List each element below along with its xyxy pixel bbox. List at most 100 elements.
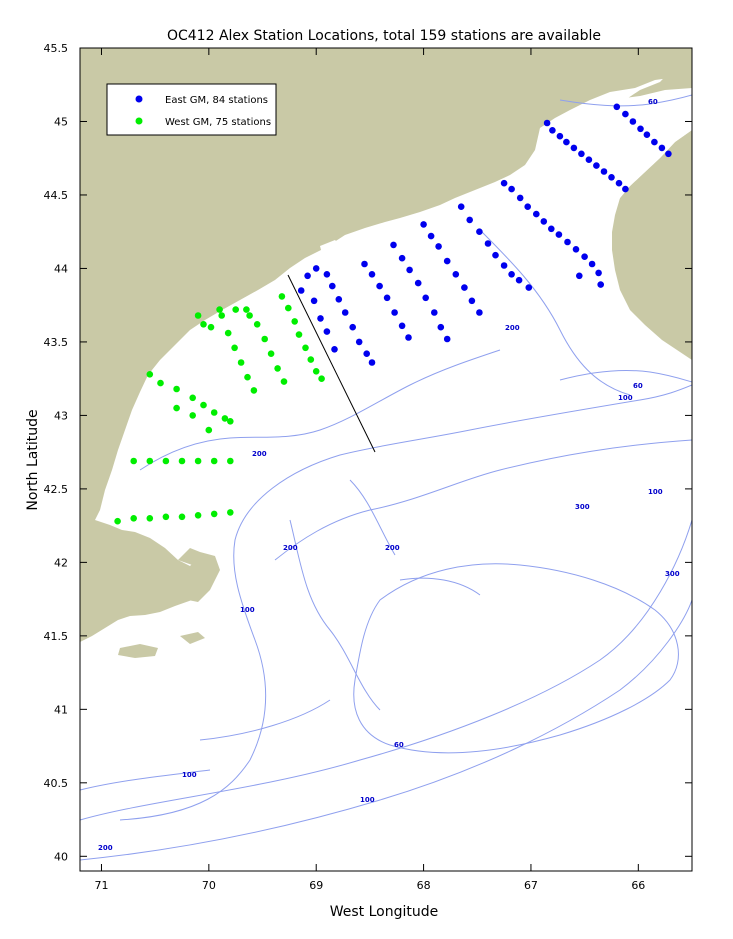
station-point-east bbox=[600, 168, 608, 175]
transect-line bbox=[287, 274, 376, 453]
station-point-west bbox=[267, 350, 275, 358]
station-point-west bbox=[205, 426, 213, 434]
station-point-east bbox=[406, 266, 413, 274]
x-tick-label: 70 bbox=[202, 879, 216, 892]
contour-label: 60 bbox=[394, 741, 404, 749]
station-point-east bbox=[457, 203, 465, 210]
contour-label: 200 bbox=[283, 544, 298, 552]
station-point-east bbox=[484, 240, 492, 247]
y-axis-title: North Latitude bbox=[25, 409, 41, 510]
land-nova-scotia bbox=[612, 130, 692, 360]
station-point-west bbox=[302, 344, 309, 352]
bathymetry-contours bbox=[80, 94, 692, 861]
y-tick-label: 41 bbox=[54, 703, 68, 716]
y-tick-label: 43.5 bbox=[44, 336, 69, 349]
station-point-west bbox=[146, 515, 154, 522]
contour-line bbox=[399, 577, 481, 596]
contour-line bbox=[80, 599, 692, 861]
contour-label: 100 bbox=[360, 796, 375, 804]
station-point-east bbox=[658, 144, 666, 152]
station-point-west bbox=[207, 323, 215, 331]
y-tick-label: 40.5 bbox=[44, 777, 69, 790]
station-point-east bbox=[508, 271, 515, 278]
contour-label: 200 bbox=[98, 844, 113, 852]
station-point-east bbox=[637, 125, 644, 133]
station-point-east bbox=[515, 276, 523, 284]
station-point-west bbox=[178, 457, 186, 465]
station-point-east bbox=[476, 228, 483, 235]
contour-line bbox=[80, 519, 692, 821]
station-point-east bbox=[329, 282, 336, 290]
contour-line bbox=[80, 769, 211, 791]
station-point-east bbox=[564, 238, 571, 246]
station-point-east bbox=[595, 269, 602, 277]
station-point-east bbox=[461, 284, 468, 291]
station-point-west bbox=[231, 344, 238, 352]
x-tick-label: 67 bbox=[524, 879, 538, 892]
station-point-west bbox=[130, 457, 137, 465]
station-point-east bbox=[476, 309, 483, 316]
y-tick-label: 42 bbox=[54, 556, 68, 569]
station-point-east bbox=[422, 294, 430, 302]
station-point-west bbox=[246, 312, 253, 319]
legend-label-east: East GM, 84 stations bbox=[165, 95, 268, 106]
station-point-east bbox=[420, 221, 427, 228]
station-point-west bbox=[189, 394, 196, 402]
station-point-east bbox=[435, 243, 442, 250]
contour-line bbox=[559, 369, 692, 383]
y-tick-label: 42.5 bbox=[44, 483, 69, 496]
legend-marker-west bbox=[135, 117, 143, 125]
station-point-west bbox=[210, 457, 218, 465]
station-point-east bbox=[570, 144, 578, 152]
land-marthas-vineyard bbox=[118, 644, 158, 658]
station-point-west bbox=[194, 512, 202, 519]
contour-line bbox=[274, 439, 692, 561]
contour-line bbox=[289, 519, 381, 711]
contour-label: 60 bbox=[633, 382, 643, 390]
station-point-west bbox=[173, 385, 180, 393]
chart-title: OC412 Alex Station Locations, total 159 … bbox=[167, 28, 601, 44]
station-point-east bbox=[615, 179, 623, 187]
x-axis-title: West Longitude bbox=[330, 904, 439, 920]
station-point-east bbox=[383, 294, 391, 302]
plot-frame bbox=[79, 47, 693, 872]
station-point-east bbox=[297, 287, 305, 294]
contour-label: 100 bbox=[648, 488, 663, 496]
station-point-west bbox=[243, 306, 250, 313]
station-point-west bbox=[146, 371, 154, 378]
x-tick-label: 69 bbox=[309, 879, 323, 892]
legend-marker-east bbox=[135, 95, 143, 103]
legend-box bbox=[106, 83, 277, 136]
station-point-east bbox=[341, 309, 349, 316]
station-point-east bbox=[368, 271, 376, 278]
y-tick-label: 43 bbox=[54, 409, 68, 422]
station-point-east bbox=[431, 309, 438, 316]
station-point-east bbox=[593, 162, 600, 169]
station-point-east bbox=[549, 127, 556, 134]
station-point-east bbox=[651, 138, 658, 146]
station-point-east bbox=[578, 150, 585, 158]
station-point-west bbox=[224, 329, 232, 337]
axis-ticks: 71 70 69 68 67 66 40 40.5 41 41.5 42 42.5 43 43.5 44 44… bbox=[44, 42, 692, 892]
station-point-east bbox=[323, 271, 331, 278]
station-point-west bbox=[210, 510, 218, 518]
station-point-east bbox=[368, 359, 376, 366]
station-point-west bbox=[227, 418, 234, 425]
land-cape-cod bbox=[178, 548, 220, 602]
contour-line bbox=[199, 699, 331, 741]
station-point-east bbox=[543, 119, 551, 127]
contour-label: 100 bbox=[618, 394, 633, 402]
station-point-east bbox=[317, 315, 324, 322]
station-point-east bbox=[427, 232, 435, 240]
station-point-east bbox=[563, 138, 570, 146]
station-point-east bbox=[398, 254, 406, 262]
contour-line bbox=[119, 384, 692, 821]
station-point-east bbox=[576, 272, 583, 280]
station-point-west bbox=[253, 321, 261, 328]
station-point-east bbox=[405, 334, 412, 341]
station-point-west bbox=[189, 412, 196, 419]
station-point-east bbox=[524, 203, 531, 210]
station-point-east bbox=[335, 296, 343, 303]
station-point-east bbox=[355, 338, 363, 346]
